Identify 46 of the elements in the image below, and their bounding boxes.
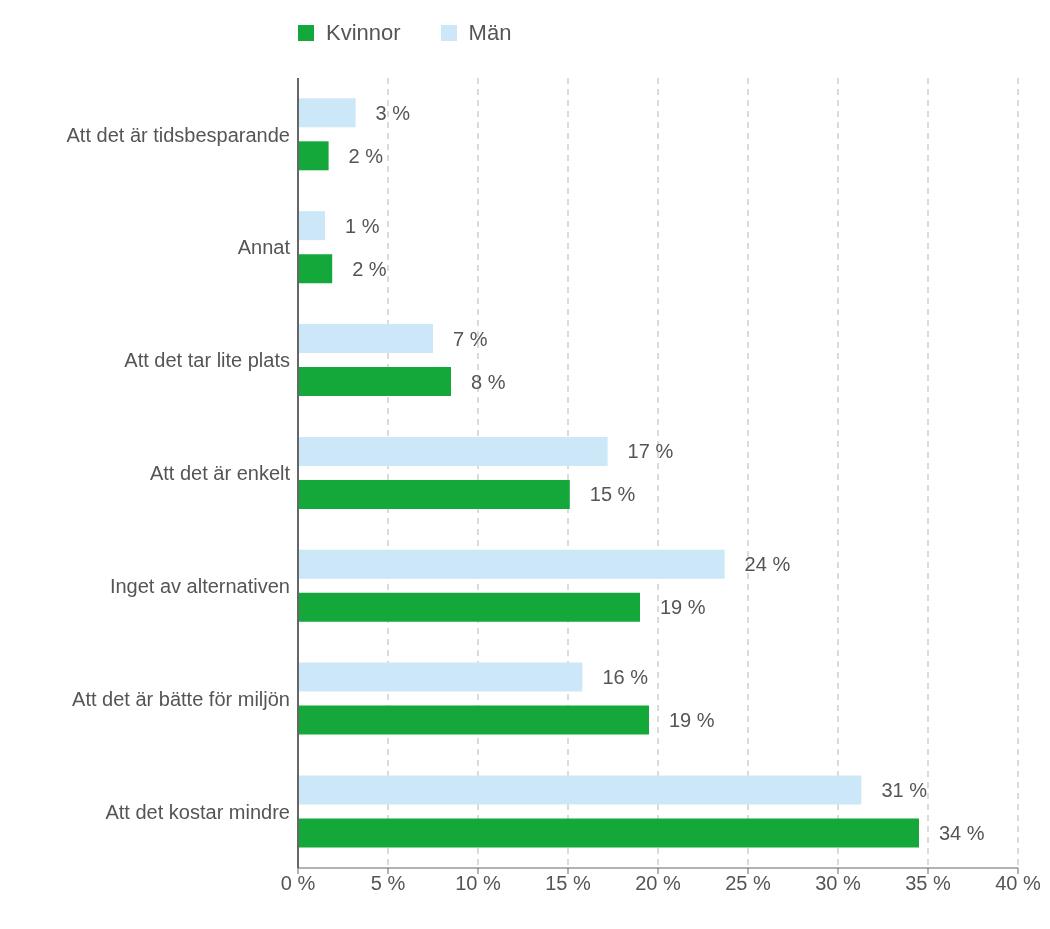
- y-tick-label: Att det tar lite plats: [124, 349, 290, 372]
- x-tick-label: 30 %: [815, 872, 862, 895]
- bar: [298, 818, 919, 848]
- data-label: 34 %: [939, 821, 985, 844]
- x-tick-label: 35 %: [905, 872, 952, 895]
- x-tick-label: 0 %: [280, 872, 316, 895]
- bar: [298, 662, 583, 692]
- x-tick-label: 25 %: [725, 872, 772, 895]
- data-label: 16 %: [602, 666, 649, 689]
- data-label: 24 %: [744, 553, 791, 576]
- data-label: 19 %: [660, 596, 706, 619]
- y-tick-label: Att det är bätte för miljön: [72, 687, 290, 710]
- bar: [298, 324, 433, 354]
- bar: [298, 141, 329, 171]
- y-tick-label: Att det är enkelt: [149, 462, 291, 485]
- y-tick-label: Inget av alternativen: [109, 574, 290, 597]
- data-label: 2 %: [348, 144, 384, 167]
- y-tick-label: Annat: [237, 236, 291, 259]
- data-label: 17 %: [627, 440, 674, 463]
- y-tick-label: Att det är tidsbesparande: [66, 123, 290, 146]
- x-tick-label: 40 %: [995, 872, 1042, 895]
- bar: [298, 211, 325, 241]
- data-label: 15 %: [589, 483, 636, 506]
- bar: [298, 479, 570, 509]
- x-tick-label: 20 %: [635, 872, 682, 895]
- legend-label: Kvinnor: [326, 20, 401, 46]
- data-label: 19 %: [669, 709, 715, 732]
- y-tick-label: Att det kostar mindre: [105, 800, 290, 823]
- bar: [298, 549, 725, 579]
- bar: [298, 592, 640, 622]
- x-tick-label: 5 %: [370, 872, 406, 895]
- bar: [298, 775, 862, 805]
- bar: [298, 367, 451, 397]
- legend-label: Män: [468, 20, 512, 46]
- data-label: 2 %: [352, 257, 387, 280]
- bar: [298, 705, 649, 735]
- x-tick-label: 10 %: [455, 872, 502, 895]
- bar: [298, 436, 608, 466]
- bar: [298, 98, 356, 128]
- data-label: 3 %: [375, 101, 411, 124]
- data-label: 8 %: [471, 370, 506, 393]
- x-tick-label: 15 %: [545, 872, 592, 895]
- data-label: 7 %: [453, 327, 488, 350]
- data-label: 31 %: [881, 778, 928, 801]
- data-label: 1 %: [345, 214, 380, 237]
- bar: [298, 254, 333, 284]
